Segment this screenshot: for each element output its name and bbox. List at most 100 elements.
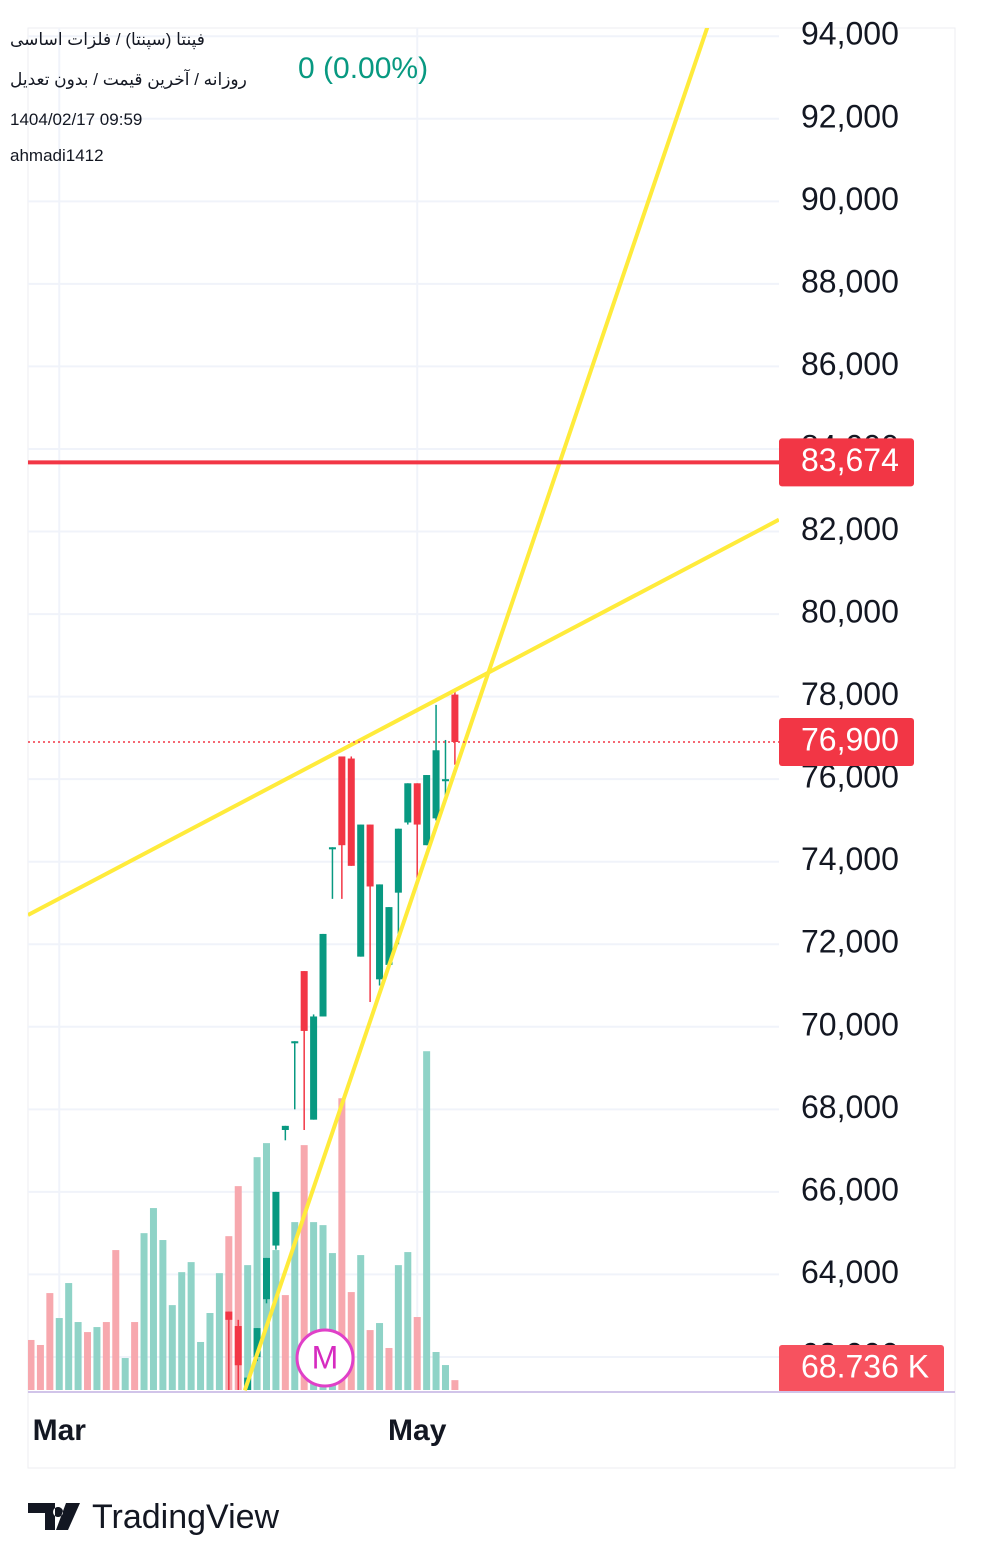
volume-bar xyxy=(197,1341,205,1390)
volume-bar xyxy=(46,1293,54,1390)
marker-circle xyxy=(295,1328,355,1388)
marker-label: M xyxy=(312,1339,339,1375)
y-tick-label: 88,000 xyxy=(801,263,899,299)
last-price-label: 76,900 xyxy=(801,721,899,757)
volume-bar xyxy=(338,1098,346,1390)
volume-bar xyxy=(140,1233,148,1390)
candle-body xyxy=(328,847,336,850)
y-tick-label: 68,000 xyxy=(801,1089,899,1125)
volume-bar xyxy=(84,1332,92,1390)
trendline xyxy=(242,28,710,1392)
volume-bar xyxy=(244,1265,252,1390)
y-tick-label: 72,000 xyxy=(801,924,899,960)
change: 0 (0.00%) xyxy=(298,52,429,85)
volume-bar xyxy=(319,1225,327,1390)
volume-bar xyxy=(272,1250,280,1390)
y-tick-label: 94,000 xyxy=(801,16,899,52)
candle-body xyxy=(319,933,327,1017)
volume-bar xyxy=(385,1347,393,1390)
brand: TradingView xyxy=(92,1498,280,1536)
candle-body xyxy=(423,775,431,846)
volume-label-box xyxy=(779,1345,944,1393)
author: ahmadi1412 xyxy=(10,146,104,165)
volume-bar xyxy=(347,1292,355,1390)
volume-bar xyxy=(206,1313,214,1390)
candle-body xyxy=(441,779,449,782)
candle-body xyxy=(272,1191,280,1246)
candle-body xyxy=(310,1016,318,1120)
volume-bar xyxy=(234,1186,242,1390)
candle-body xyxy=(347,758,355,866)
volume-bar xyxy=(102,1322,110,1390)
candle-body xyxy=(385,907,393,965)
volume-bar xyxy=(451,1380,459,1390)
candle-body xyxy=(366,824,374,887)
trendline xyxy=(28,517,779,917)
volume-bar xyxy=(215,1273,223,1390)
candle-body xyxy=(338,756,346,846)
y-tick-label: 82,000 xyxy=(801,511,899,547)
volume-bar xyxy=(253,1157,261,1390)
x-tick-label: Mar xyxy=(33,1414,87,1447)
grid xyxy=(28,28,779,1390)
timestamp: 1404/02/17 09:59 xyxy=(10,110,143,129)
candle-body xyxy=(413,783,421,825)
volume-bar xyxy=(366,1330,374,1390)
symbol: فپنتا (سپنتا) / فلزات اساسی xyxy=(10,30,205,49)
candles xyxy=(225,690,459,1390)
volume-bar xyxy=(432,1352,440,1390)
volume-bar xyxy=(328,1253,336,1390)
y-tick-label: 92,000 xyxy=(801,98,899,134)
price-line-label: 83,674 xyxy=(801,442,899,478)
volume-bar xyxy=(394,1265,402,1390)
volume-bar xyxy=(112,1250,120,1390)
candle-body xyxy=(432,750,440,819)
volume-bar xyxy=(413,1317,421,1390)
volume-bar xyxy=(36,1344,44,1390)
volume-label: 68.736 K xyxy=(801,1348,929,1384)
y-tick-label: 90,000 xyxy=(801,181,899,217)
volume-bar xyxy=(121,1358,129,1390)
volume-bar xyxy=(357,1255,365,1390)
volume-bar xyxy=(93,1327,101,1390)
y-tick-label: 70,000 xyxy=(801,1006,899,1042)
candle-body xyxy=(404,783,412,823)
volume-bar xyxy=(28,1339,35,1390)
candle-body xyxy=(253,1328,261,1357)
candle-body xyxy=(300,971,308,1031)
candle-body xyxy=(281,1125,289,1130)
volume-bar xyxy=(300,1145,308,1390)
volume-bar xyxy=(441,1365,449,1390)
y-tick-label: 74,000 xyxy=(801,841,899,877)
volume-bar xyxy=(149,1208,157,1390)
candle-body xyxy=(451,694,459,743)
volume-bar xyxy=(376,1323,384,1390)
x-tick-label: May xyxy=(388,1414,447,1447)
volume-bar xyxy=(168,1305,176,1390)
volume-bar xyxy=(281,1295,289,1390)
volume-bar xyxy=(55,1318,63,1390)
price-axis: 62,00064,00066,00068,00070,00072,00074,0… xyxy=(779,16,944,1393)
last-price-label-box xyxy=(779,718,914,767)
y-tick-label: 66,000 xyxy=(801,1171,899,1207)
chart-frame xyxy=(27,27,956,1469)
price-line-label-box xyxy=(779,438,914,487)
y-tick-label: 64,000 xyxy=(801,1254,899,1290)
volume-bar xyxy=(65,1283,73,1390)
volume-bar xyxy=(178,1272,186,1390)
volume-bar xyxy=(423,1051,431,1390)
candle-body xyxy=(394,828,402,893)
candle-body xyxy=(376,884,384,980)
volume-bar xyxy=(74,1322,82,1390)
volume-bar xyxy=(131,1322,139,1390)
settings: روزانه / آخرین قیمت / بدون تعدیل xyxy=(10,70,247,89)
y-tick-label: 78,000 xyxy=(801,676,899,712)
drawings xyxy=(28,28,779,1392)
candle-body xyxy=(357,824,365,957)
volume xyxy=(28,1051,459,1390)
volume-bar xyxy=(187,1262,195,1390)
candle-body xyxy=(263,1257,270,1300)
candle-body xyxy=(225,1311,233,1320)
